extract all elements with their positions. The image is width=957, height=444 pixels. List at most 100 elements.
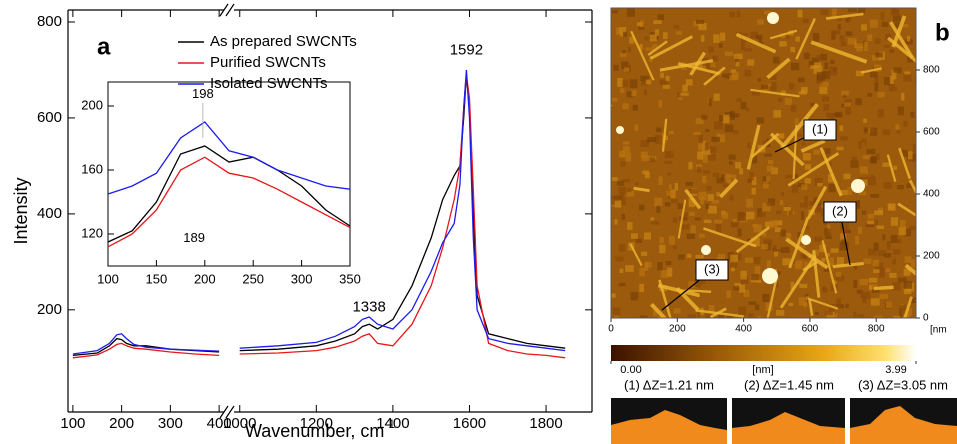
afm-texture	[824, 227, 828, 236]
afm-texture	[893, 315, 901, 318]
afm-texture	[858, 141, 862, 150]
afm-texture	[857, 226, 863, 235]
afm-texture	[901, 24, 909, 28]
afm-x-tick-label: 0	[608, 324, 614, 335]
afm-texture	[749, 155, 758, 164]
afm-texture	[870, 127, 878, 136]
afm-texture	[826, 112, 835, 122]
afm-texture	[845, 106, 851, 116]
afm-tube	[821, 240, 838, 294]
afm-texture	[766, 165, 774, 172]
afm-texture	[624, 67, 630, 72]
afm-texture	[711, 136, 720, 142]
afm-texture	[706, 185, 712, 192]
afm-texture	[703, 170, 711, 174]
afm-texture	[865, 127, 874, 134]
afm-tube	[800, 139, 826, 153]
afm-tube	[808, 299, 814, 316]
afm-texture	[845, 18, 850, 23]
afm-texture	[837, 24, 841, 30]
afm-texture	[861, 291, 871, 299]
afm-texture	[681, 224, 690, 230]
afm-texture	[853, 280, 858, 288]
afm-texture	[840, 222, 849, 230]
afm-texture	[680, 92, 689, 96]
afm-texture	[915, 316, 916, 318]
x-axis-label-text: Wavenumber, cm	[245, 421, 384, 441]
afm-tube	[661, 118, 668, 152]
afm-texture	[899, 220, 906, 228]
afm-texture	[892, 15, 902, 22]
afm-texture	[870, 298, 880, 306]
afm-texture	[899, 304, 907, 314]
afm-tube	[649, 35, 694, 60]
afm-texture	[645, 47, 655, 51]
afm-texture	[903, 288, 912, 295]
afm-texture	[871, 55, 881, 61]
afm-texture	[649, 34, 657, 42]
afm-texture	[847, 186, 852, 196]
afm-texture	[876, 225, 885, 230]
afm-texture	[728, 174, 737, 181]
afm-texture	[887, 203, 896, 211]
afm-texture	[843, 173, 851, 180]
afm-texture	[862, 155, 871, 160]
afm-texture	[828, 162, 832, 167]
afm-texture	[867, 220, 875, 225]
afm-texture	[702, 154, 708, 163]
afm-texture	[873, 242, 879, 251]
afm-texture	[640, 20, 644, 28]
afm-tube	[703, 227, 757, 248]
afm-texture	[614, 315, 619, 318]
afm-texture	[744, 257, 754, 263]
afm-tube	[611, 104, 613, 109]
afm-texture	[803, 302, 808, 308]
afm-texture	[863, 258, 872, 264]
afm-texture	[819, 244, 826, 253]
afm-texture	[828, 184, 836, 193]
afm-texture	[822, 148, 831, 155]
afm-texture	[808, 201, 816, 206]
afm-texture	[671, 199, 678, 204]
afm-tube	[787, 152, 840, 187]
afm-tube	[785, 237, 829, 270]
afm-texture	[685, 182, 693, 186]
afm-texture	[788, 302, 794, 306]
afm-texture	[830, 248, 839, 253]
afm-tube	[788, 217, 810, 269]
afm-texture	[729, 74, 739, 81]
afm-texture	[817, 203, 822, 213]
x-tick-label: 1600	[453, 415, 486, 432]
afm-texture	[696, 166, 702, 173]
afm-texture	[733, 53, 743, 60]
afm-texture	[740, 276, 749, 284]
afm-texture	[690, 225, 696, 234]
afm-texture	[620, 161, 626, 167]
afm-texture	[755, 34, 763, 40]
afm-texture	[804, 262, 808, 271]
afm-tube	[780, 103, 819, 150]
afm-texture	[705, 203, 709, 210]
afm-texture	[634, 124, 639, 131]
afm-texture	[734, 253, 742, 261]
afm-texture	[795, 260, 803, 269]
afm-texture	[885, 268, 891, 273]
afm-x-tick-label: 600	[802, 324, 819, 335]
afm-texture	[615, 256, 624, 262]
afm-texture	[722, 114, 730, 124]
afm-texture	[791, 104, 797, 113]
afm-texture	[804, 195, 808, 205]
afm-texture	[654, 197, 663, 207]
afm-tube	[908, 179, 916, 195]
afm-texture	[767, 160, 774, 164]
legend-label: As prepared SWCNTs	[210, 33, 357, 50]
afm-texture	[734, 282, 741, 289]
afm-texture	[719, 114, 724, 122]
afm-texture	[873, 220, 878, 226]
afm-texture	[910, 297, 916, 304]
callout-label: (1)	[812, 121, 828, 136]
afm-texture	[612, 307, 621, 315]
afm-texture	[687, 314, 697, 318]
afm-tube	[633, 186, 650, 193]
afm-tube	[735, 226, 771, 254]
